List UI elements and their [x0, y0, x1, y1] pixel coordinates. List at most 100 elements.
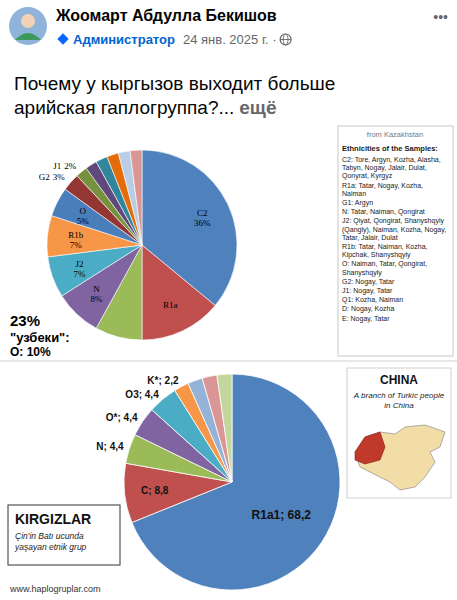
panel-heading: Ethnicities of the Samples:	[342, 144, 438, 153]
panel-line: C2: Tore, Argyn, Kozha, Alasha,Tabyn, No…	[342, 156, 441, 180]
data-label: J27%	[73, 259, 86, 279]
data-label-category: J1	[53, 161, 61, 171]
text-line: D: Nogay, Kozha	[342, 305, 395, 313]
data-labels: C236%R1aN8%J27%R1b7%O5%G23%J12%	[39, 161, 211, 311]
avatar-body	[15, 33, 41, 40]
panel-line: D: Nogay, Kozha	[342, 305, 395, 313]
text-line: Shanyshqyly	[342, 269, 382, 277]
more-button[interactable]: •••	[433, 9, 448, 25]
panel-line: J2: Qiyat, Qongirat, Shanyshqyly(Qangly)…	[342, 217, 446, 240]
panel-line: G2: Nogay, Tatar	[342, 278, 395, 286]
data-label: K*; 2,2	[147, 375, 179, 386]
data-label: C236%	[194, 208, 211, 228]
globe-icon-equator	[280, 39, 291, 40]
text-line: Kipchak, Shanyshqyly	[342, 251, 411, 259]
pie-slices	[47, 150, 237, 340]
panel-line: E: Nogay, Tatar	[342, 315, 390, 323]
title-box	[8, 505, 120, 565]
pie-slice	[130, 150, 142, 245]
data-label: O*; 4,4	[106, 412, 138, 423]
data-label-value: 36%	[194, 218, 211, 228]
data-label: R1a1; 68,2	[252, 508, 312, 522]
text-line: Tatar, Jalair, Dulat	[342, 234, 398, 241]
admin-badge-icon	[57, 33, 68, 44]
data-label-value: 3%	[53, 172, 66, 182]
data-label: N; 4,4	[96, 441, 124, 452]
chart-title: KIRGIZLAR	[15, 511, 91, 527]
panel-line: O: Naiman, Tatar, Qongirat,Shanyshqyly	[342, 260, 427, 276]
annotation: "узбеки":	[10, 330, 70, 345]
author: Жоомарт Абдулла Бекишов	[55, 7, 277, 24]
data-label: R1b7%	[68, 230, 84, 250]
map-caption: A branch of Turkic peoplein China	[353, 391, 445, 410]
panel-line: R1b: Tatar, Naiman, Kozha,Kipchak, Shany…	[342, 243, 428, 259]
data-label-value: 2%	[64, 161, 77, 171]
text-line: E: Nogay, Tatar	[342, 315, 390, 323]
map-title: CHINA	[380, 373, 418, 387]
text-line: Tabyn, Nogay, Jalair, Dulat,	[342, 164, 427, 172]
text-line: J2: Qiyat, Qongirat, Shanyshqyly	[342, 217, 444, 225]
text-line: (Qangly), Naiman, Kozha, Nogay,	[342, 226, 446, 234]
data-label-category: C2	[197, 208, 208, 218]
text-line: J1: Nogay, Tatar	[342, 287, 393, 295]
data-label-category: O	[79, 206, 86, 216]
text-line: арийская гаплогруппа?...	[14, 97, 234, 118]
data-label: R1a	[163, 300, 178, 310]
text-line: Qonyrat, Kyrgyz	[342, 172, 393, 180]
data-labels: R1a1; 68,2C; 8,8N; 4,4O*; 4,4O3; 4,4K*; …	[96, 375, 311, 522]
date: 24 янв. 2025 г. ·	[183, 32, 277, 47]
text-line: in China	[384, 401, 414, 410]
text-line: G2: Nogay, Tatar	[342, 278, 395, 286]
pie-slice	[142, 245, 215, 340]
source: www.haplogruplar.com	[9, 584, 101, 594]
data-label-category: R1a	[163, 300, 178, 310]
text-line: G1: Argyn	[342, 199, 373, 207]
panel-line: N: Tatar, Naiman, Qongirat	[342, 208, 425, 216]
text-line: Почему у кыргызов выходит больше	[14, 73, 335, 94]
role: Администратор	[73, 32, 175, 47]
panel-line: Q1: Kozha, Naiman	[342, 296, 403, 304]
pie-clip	[47, 150, 237, 340]
panel-line: G1: Argyn	[342, 199, 373, 207]
data-label-category: R1b	[68, 230, 84, 240]
panel-subtitle: from Kazakhstan	[367, 130, 423, 139]
pie-slice	[118, 151, 142, 245]
data-label-category: J2	[75, 259, 83, 269]
avatar	[9, 7, 47, 45]
data-label: C; 8,8	[141, 485, 169, 496]
data-label-value: 5%	[77, 216, 90, 226]
pie-slices	[124, 374, 340, 590]
chart-subtitle: Çin'in Batı ucundayaşayan etnik grup	[14, 531, 87, 552]
text-line: N: Tatar, Naiman, Qongirat	[342, 208, 425, 216]
annotation: O: 10%	[10, 345, 51, 359]
text-line: O: Naiman, Tatar, Qongirat,	[342, 260, 427, 268]
map-frame	[347, 368, 451, 498]
panel-line: R1a: Tatar, Nogay, Kozha,Naiman	[342, 182, 423, 197]
pie-slice	[217, 374, 232, 482]
data-label-category: N	[93, 284, 100, 294]
data-label-value: 8%	[90, 294, 103, 304]
text-panel-frame	[338, 126, 453, 356]
annotation: 23%	[10, 312, 40, 329]
image-separator	[0, 361, 457, 362]
data-label: N8%	[90, 284, 103, 304]
text-line: A branch of Turkic people	[353, 391, 445, 400]
map-china	[355, 425, 445, 490]
page: Жоомарт Абдулла Бекишов Администратор 24 я…	[0, 0, 457, 600]
text-line: R1b: Tatar, Naiman, Kozha,	[342, 243, 428, 250]
text-line: yaşayan etnik grup	[14, 542, 87, 552]
text-line: Q1: Kozha, Naiman	[342, 296, 403, 304]
text-line: Çin'in Batı ucunda	[15, 531, 84, 541]
data-label-value: 7%	[73, 269, 86, 279]
text-line: C2: Tore, Argyn, Kozha, Alasha,	[342, 156, 441, 164]
text-line: R1a: Tatar, Nogay, Kozha,	[342, 182, 423, 190]
data-label: G23%	[39, 172, 66, 182]
see-more[interactable]: ещё	[239, 97, 276, 118]
text-line: Naiman	[342, 190, 366, 197]
panel-line: J1: Nogay, Tatar	[342, 287, 393, 295]
avatar-head	[21, 14, 35, 28]
image-1-background	[0, 124, 457, 360]
pie-clip	[124, 374, 340, 590]
post-text: Почему у кыргызов выходит больше арийская…	[14, 73, 335, 118]
image-2-background	[0, 362, 457, 600]
